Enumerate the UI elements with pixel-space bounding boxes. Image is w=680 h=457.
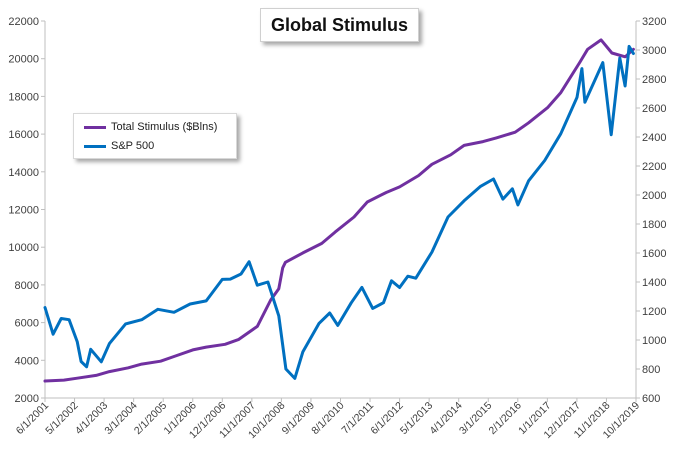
legend-swatch-sp500 (84, 144, 106, 148)
left-tick-label: 4000 (15, 355, 39, 367)
right-tick-label: 3000 (642, 45, 666, 57)
right-tick-label: 2200 (642, 161, 666, 173)
right-tick-label: 800 (642, 364, 660, 376)
left-tick-label: 2000 (15, 393, 39, 405)
left-tick-label: 6000 (15, 318, 39, 330)
left-tick-label: 12000 (8, 205, 39, 217)
series-line-total-stimulus (43, 38, 635, 383)
legend: Total Stimulus ($Blns) S&P 500 (73, 113, 237, 159)
legend-label-stimulus: Total Stimulus ($Blns) (111, 121, 218, 133)
legend-item-stimulus: Total Stimulus ($Blns) (84, 120, 217, 134)
axes (41, 20, 640, 402)
left-tick-label: 10000 (8, 242, 39, 254)
right-tick-label: 2800 (642, 74, 666, 86)
legend-label-sp500: S&P 500 (111, 140, 155, 152)
left-tick-label: 14000 (8, 167, 39, 179)
left-tick-label: 16000 (8, 129, 39, 141)
right-tick-label: 1400 (642, 277, 666, 289)
x-tick-label: 8/1/2010 (309, 400, 346, 437)
left-tick-label: 22000 (8, 16, 39, 28)
right-tick-label: 1600 (642, 248, 666, 260)
right-tick-label: 1200 (642, 306, 666, 318)
left-tick-label: 18000 (8, 91, 39, 103)
left-tick-label: 8000 (15, 280, 39, 292)
legend-item-sp500: S&P 500 (84, 139, 154, 153)
right-tick-label: 2400 (642, 132, 666, 144)
right-tick-label: 600 (642, 393, 660, 405)
series-lines (43, 38, 635, 383)
right-tick-label: 2600 (642, 103, 666, 115)
right-tick-label: 3200 (642, 16, 666, 28)
right-tick-label: 1000 (642, 335, 666, 347)
series-line-sp500 (43, 44, 635, 380)
legend-swatch-stimulus (84, 125, 106, 129)
left-tick-label: 20000 (8, 54, 39, 66)
chart-title-box: Global Stimulus (260, 8, 419, 42)
chart-title: Global Stimulus (270, 14, 408, 35)
right-tick-label: 1800 (642, 219, 666, 231)
right-tick-label: 2000 (642, 190, 666, 202)
